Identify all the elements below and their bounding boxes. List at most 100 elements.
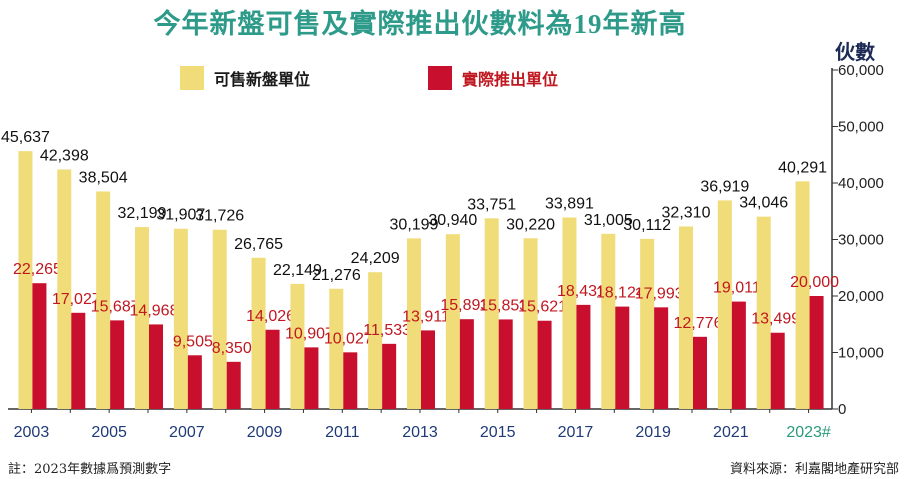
footnote: 註：2023年數據爲預測數字 <box>8 462 172 477</box>
data-label-launched: 17,993 <box>635 285 684 302</box>
bar-available <box>251 257 266 409</box>
bar-launched <box>32 283 47 409</box>
bar-launched <box>421 330 435 409</box>
bar-available <box>717 200 732 409</box>
legend-item-available: 可售新盤單位 <box>180 66 310 90</box>
x-tick-label: 2005 <box>91 424 127 441</box>
bar-launched <box>537 320 552 409</box>
y-tick-label: 60,000 <box>838 62 884 79</box>
x-tick-label: 2023# <box>786 424 831 441</box>
bar-launched <box>654 307 669 409</box>
data-label-available: 42,398 <box>40 147 89 164</box>
data-label-available: 30,199 <box>390 216 439 233</box>
bar-available <box>640 238 655 409</box>
bar-launched <box>265 329 280 409</box>
x-tick-label: 2013 <box>402 424 438 441</box>
bar-available <box>679 226 693 409</box>
data-label-available: 31,907 <box>156 207 205 224</box>
data-label-launched: 10,907 <box>285 325 334 342</box>
data-label-launched: 14,026 <box>246 308 295 325</box>
y-tick-label: 50,000 <box>838 119 884 136</box>
bar-available <box>96 191 111 409</box>
bar-launched <box>226 361 241 409</box>
bar-launched <box>770 332 785 409</box>
data-label-launched: 17,027 <box>52 291 101 308</box>
data-label-launched: 13,911 <box>402 308 450 325</box>
data-label-available: 26,765 <box>234 236 283 253</box>
bar-available <box>756 216 771 409</box>
data-label-launched: 18,431 <box>557 283 606 300</box>
bar-launched <box>693 336 707 409</box>
bar-launched <box>731 301 746 409</box>
data-label-available: 34,046 <box>739 195 788 212</box>
bar-launched <box>809 296 824 409</box>
data-label-available: 36,919 <box>700 178 749 195</box>
data-label-launched: 14,968 <box>130 302 179 319</box>
bar-launched <box>110 320 125 409</box>
legend-swatch-available <box>180 66 204 90</box>
data-label-available: 32,310 <box>662 204 711 221</box>
data-label-launched: 15,621 <box>518 299 567 316</box>
data-label-launched: 15,893 <box>440 297 489 314</box>
bar-available <box>212 229 227 409</box>
bar-available <box>173 228 188 409</box>
data-label-available: 31,726 <box>195 208 244 225</box>
bar-launched <box>382 343 397 409</box>
bar-available <box>484 218 499 409</box>
legend-label-available: 可售新盤單位 <box>214 70 311 89</box>
x-tick-label: 2019 <box>635 424 671 441</box>
bar-launched <box>576 304 591 409</box>
bar-available <box>18 151 33 410</box>
data-label-launched: 9,505 <box>173 333 213 350</box>
bar-available <box>407 238 421 409</box>
bar-launched <box>459 319 474 409</box>
x-tick-label: 2015 <box>480 424 516 441</box>
bar-available <box>290 283 305 409</box>
data-label-available: 30,940 <box>428 212 477 229</box>
bar-launched <box>343 352 358 409</box>
y-tick-label: 0 <box>838 401 846 418</box>
y-tick-label: 40,000 <box>838 175 884 192</box>
bar-available <box>135 227 149 409</box>
data-label-launched: 19,011 <box>713 280 761 297</box>
x-tick-label: 2017 <box>558 424 594 441</box>
bar-available <box>368 272 383 409</box>
data-label-available: 33,751 <box>467 196 516 213</box>
y-tick-label: 20,000 <box>838 288 884 305</box>
data-label-available: 31,005 <box>584 212 633 229</box>
x-tick-label: 2011 <box>325 424 360 441</box>
chart-title: 今年新盤可售及實際推出伙數料為19年新高 <box>153 9 687 39</box>
x-tick-label: 2009 <box>247 424 283 441</box>
data-label-available: 45,637 <box>1 129 50 146</box>
x-tick-label: 2007 <box>169 424 205 441</box>
y-tick-label: 10,000 <box>838 345 884 362</box>
data-label-launched: 20,000 <box>790 274 839 291</box>
data-label-available: 24,209 <box>351 250 400 267</box>
data-label-launched: 22,265 <box>13 261 62 278</box>
y-tick-label: 30,000 <box>838 232 884 249</box>
bar-launched <box>304 347 319 409</box>
x-tick-label: 2021 <box>713 424 749 441</box>
bar-launched <box>615 306 630 409</box>
bar-available <box>795 181 810 409</box>
data-label-launched: 15,687 <box>91 298 140 315</box>
data-label-available: 32,199 <box>118 205 167 222</box>
bar-available <box>445 234 460 409</box>
data-label-launched: 12,776 <box>674 315 723 332</box>
x-tick-label: 2003 <box>14 424 50 441</box>
data-label-launched: 13,499 <box>751 311 800 328</box>
source-note: 資料來源：利嘉閣地產研究部 <box>729 462 899 477</box>
bar-available <box>562 217 577 409</box>
bar-available <box>601 233 616 409</box>
data-label-launched: 18,124 <box>596 285 645 302</box>
bar-launched <box>498 319 513 409</box>
bar-available <box>57 169 72 409</box>
bar-available <box>523 238 538 409</box>
bar-available <box>329 288 344 409</box>
data-label-launched: 11,533 <box>363 322 411 339</box>
legend-item-launched: 實際推出單位 <box>428 66 558 90</box>
bar-launched <box>71 312 86 409</box>
data-label-available: 21,276 <box>312 267 361 284</box>
